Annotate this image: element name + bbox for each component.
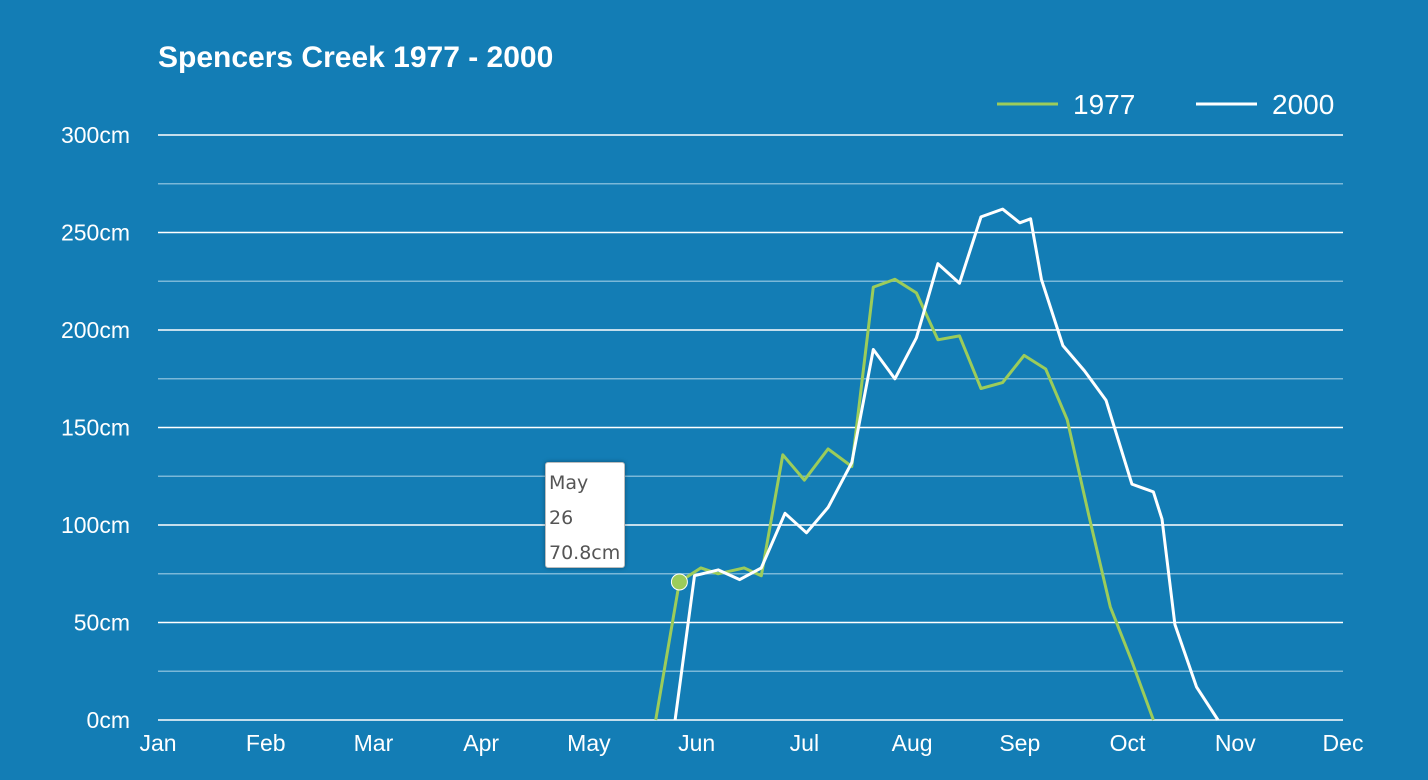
x-tick-label: Oct bbox=[1110, 730, 1146, 756]
data-tooltip: May 26 70.8cm bbox=[545, 462, 625, 568]
legend-label: 1977 bbox=[1073, 89, 1135, 120]
y-tick-label: 100cm bbox=[61, 512, 130, 538]
x-tick-label: Aug bbox=[892, 730, 933, 756]
x-tick-label: Nov bbox=[1215, 730, 1256, 756]
x-tick-label: Apr bbox=[463, 730, 499, 756]
x-tick-label: May bbox=[567, 730, 611, 756]
legend-label: 2000 bbox=[1272, 89, 1334, 120]
legend-item-1977[interactable]: 1977 bbox=[997, 89, 1135, 120]
x-tick-label: Feb bbox=[246, 730, 286, 756]
y-tick-label: 150cm bbox=[61, 415, 130, 441]
hover-point-marker[interactable] bbox=[670, 573, 688, 591]
x-tick-label: Jan bbox=[139, 730, 176, 756]
x-tick-label: Jun bbox=[678, 730, 715, 756]
x-tick-label: Dec bbox=[1323, 730, 1364, 756]
chart-title: Spencers Creek 1977 - 2000 bbox=[158, 41, 553, 74]
tooltip-value: 70.8cm bbox=[549, 542, 621, 564]
y-tick-label: 200cm bbox=[61, 317, 130, 343]
marker-layer bbox=[670, 573, 688, 591]
x-tick-label: Jul bbox=[790, 730, 819, 756]
tooltip-day: 26 bbox=[549, 507, 574, 529]
tooltip-month: May bbox=[549, 472, 589, 494]
y-tick-label: 300cm bbox=[61, 122, 130, 148]
axis-labels: 0cm 50cm 100cm 150cm 200cm 250cm 300cm Jan Feb Ma… bbox=[61, 122, 1364, 756]
legend[interactable]: 1977 2000 bbox=[997, 89, 1334, 120]
x-tick-label: Sep bbox=[999, 730, 1040, 756]
grid-layer bbox=[158, 134, 1343, 721]
y-tick-label: 0cm bbox=[87, 707, 130, 733]
series-layer bbox=[654, 207, 1220, 721]
series-line-2000 bbox=[673, 207, 1220, 721]
x-tick-label: Mar bbox=[354, 730, 394, 756]
legend-item-2000[interactable]: 2000 bbox=[1196, 89, 1334, 120]
y-tick-label: 250cm bbox=[61, 220, 130, 246]
y-tick-label: 50cm bbox=[74, 610, 130, 636]
series-line-1977 bbox=[654, 277, 1155, 721]
